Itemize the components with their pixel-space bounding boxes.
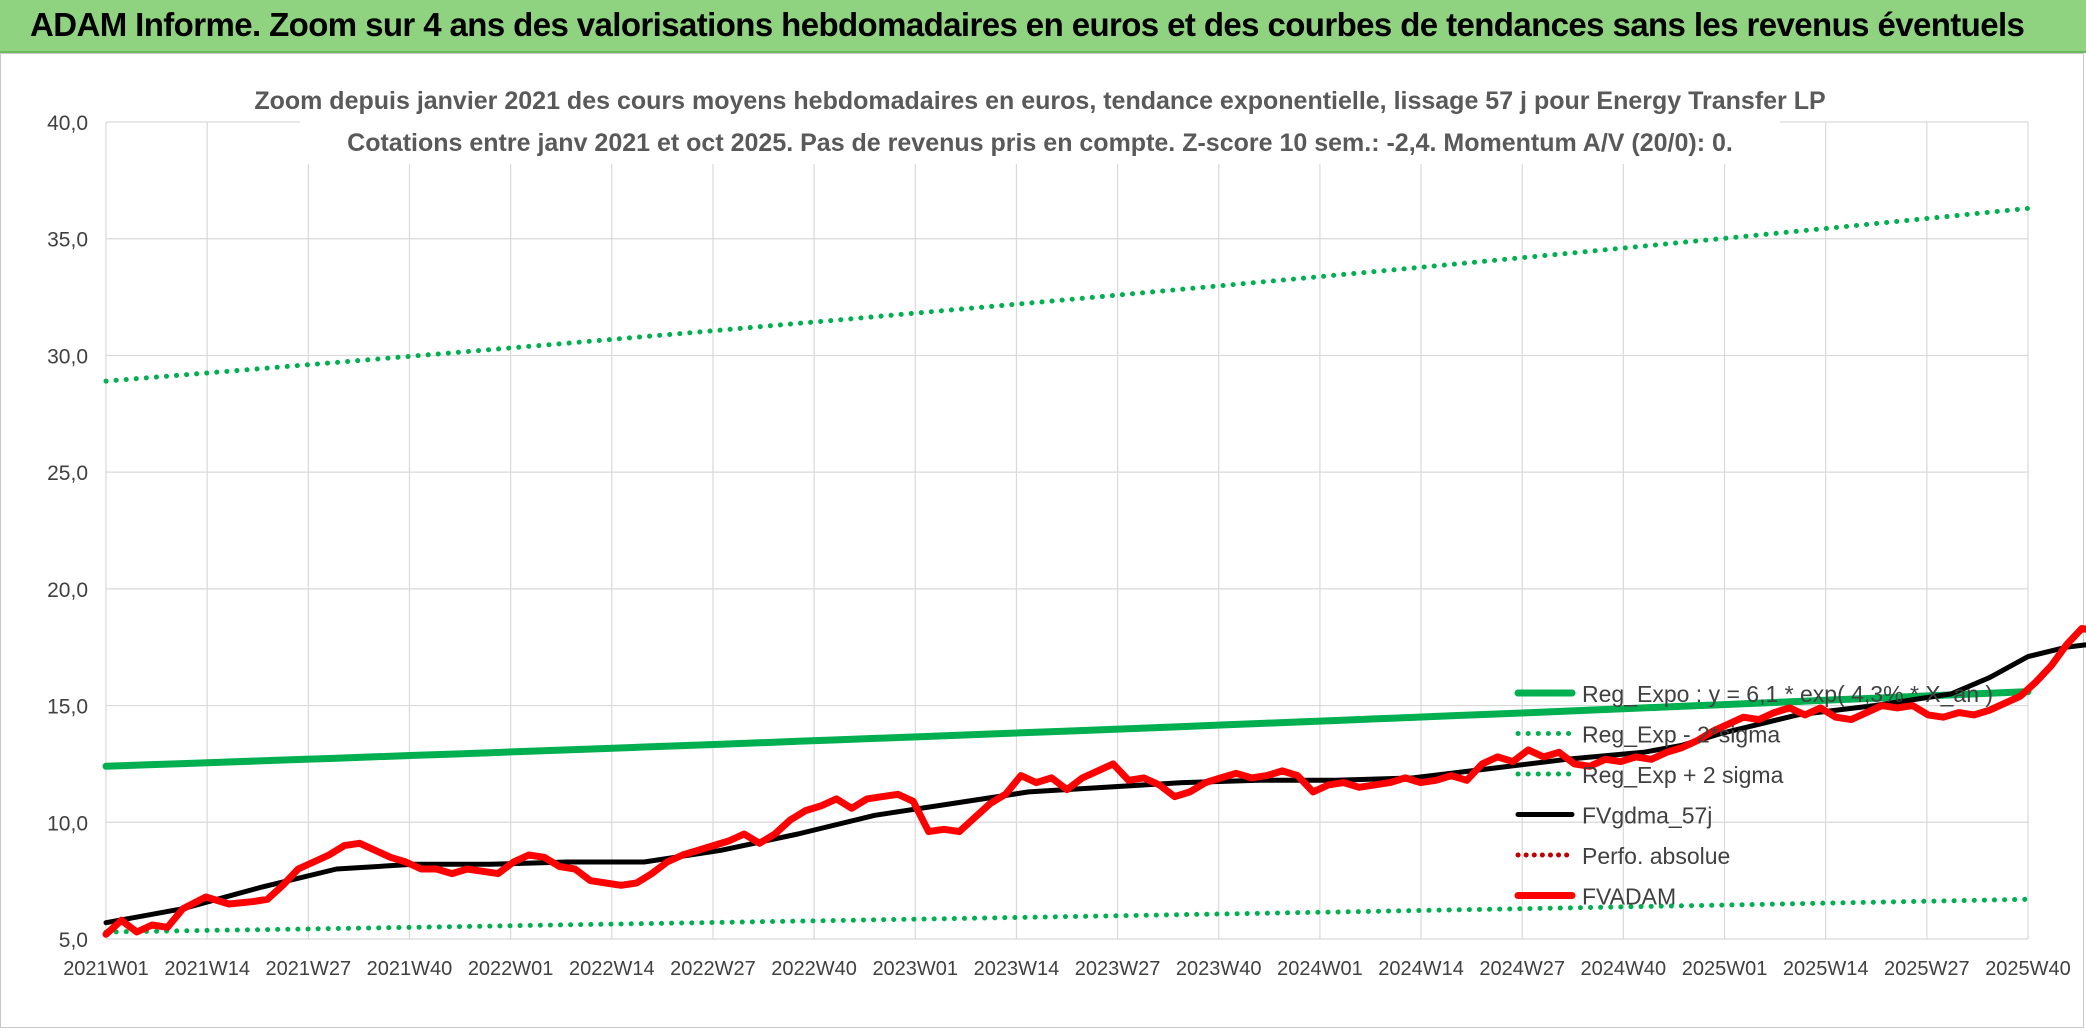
x-tick-label: 2022W14 xyxy=(569,958,655,980)
legend-label-reg-plus: Reg_Exp + 2 sigma xyxy=(1582,762,1784,788)
x-tick-label: 2024W01 xyxy=(1277,958,1363,980)
legend-label-perfo: Perfo. absolue xyxy=(1582,843,1730,869)
legend-label-reg-minus: Reg_Exp - 2*sigma xyxy=(1582,722,1780,748)
x-tick-label: 2025W40 xyxy=(1985,958,2071,980)
y-tick-label: 15,0 xyxy=(47,696,88,719)
x-tick-label: 2021W01 xyxy=(63,958,149,980)
y-tick-label: 5,0 xyxy=(59,929,88,952)
x-tick-label: 2023W14 xyxy=(974,958,1060,980)
chart-title: Zoom depuis janvier 2021 des cours moyen… xyxy=(254,76,1826,164)
series-reg-expo-line xyxy=(102,688,2032,770)
x-tick-label: 2023W40 xyxy=(1176,958,1262,980)
chart-title-line1: Zoom depuis janvier 2021 des cours moyen… xyxy=(254,87,1825,115)
x-tick-label: 2021W27 xyxy=(266,958,352,980)
x-tick-label: 2025W27 xyxy=(1884,958,1970,980)
legend-label-reg-expo: Reg_Expo : y = 6,1 * exp( 4,3% * X_an ) xyxy=(1582,681,1993,707)
y-tick-label: 40,0 xyxy=(47,112,88,135)
chart-title-background xyxy=(300,76,1780,164)
y-tick-label: 20,0 xyxy=(47,579,88,602)
x-tick-label: 2024W27 xyxy=(1479,958,1565,980)
axis-labels: 5,0 10,0 15,0 20,0 25,0 30,0 35,0 40,0 2021W01 20… xyxy=(47,112,2071,980)
y-tick-label: 30,0 xyxy=(47,345,88,368)
x-tick-label: 2022W27 xyxy=(670,958,756,980)
series-lines xyxy=(102,205,2086,938)
series-reg-plus-line xyxy=(103,205,2031,384)
grid-lines xyxy=(105,121,2029,940)
x-tick-label: 2021W14 xyxy=(164,958,250,980)
x-tick-label: 2025W01 xyxy=(1682,958,1768,980)
x-tick-label: 2023W27 xyxy=(1075,958,1161,980)
banner-title: ADAM Informe. Zoom sur 4 ans des valoris… xyxy=(30,6,2025,43)
series-fvadam-line xyxy=(102,625,2086,938)
x-tick-label: 2025W14 xyxy=(1783,958,1869,980)
legend-label-fvadam: FVADAM xyxy=(1582,884,1676,910)
x-tick-label: 2022W01 xyxy=(468,958,554,980)
x-tick-label: 2024W14 xyxy=(1378,958,1464,980)
x-tick-label: 2023W01 xyxy=(872,958,958,980)
legend: Reg_Expo : y = 6,1 * exp( 4,3% * X_an ) R… xyxy=(1514,681,1993,910)
series-fvgdma-line xyxy=(103,642,2086,926)
chart-title-line2: Cotations entre janv 2021 et oct 2025. P… xyxy=(347,129,1733,157)
x-tick-label: 2024W40 xyxy=(1581,958,1667,980)
y-tick-label: 10,0 xyxy=(47,812,88,835)
y-tick-label: 25,0 xyxy=(47,462,88,485)
y-tick-label: 35,0 xyxy=(47,229,88,252)
header-banner: ADAM Informe. Zoom sur 4 ans des valoris… xyxy=(0,0,2086,53)
legend-label-fvgdma: FVgdma_57j xyxy=(1582,803,1712,829)
series-reg-minus-line xyxy=(103,896,2031,935)
x-tick-label: 2021W40 xyxy=(367,958,453,980)
x-tick-label: 2022W40 xyxy=(771,958,857,980)
chart-frame xyxy=(0,53,2084,1028)
